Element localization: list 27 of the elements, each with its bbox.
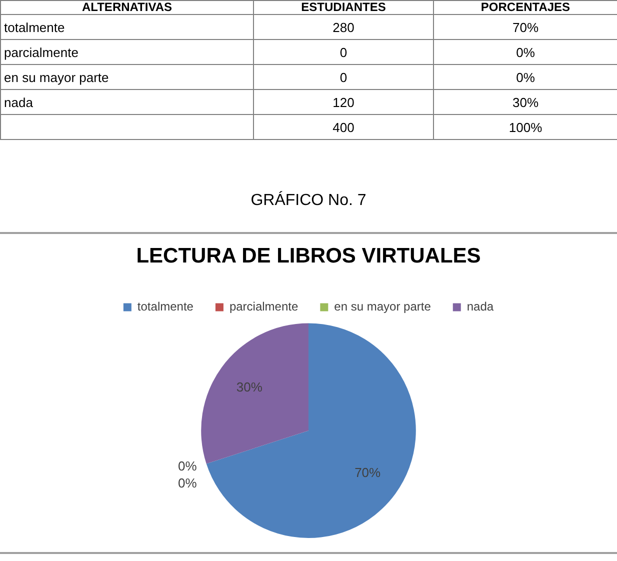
category-label: totalmente [4,20,65,34]
text: ALTERNATIVAS [0,0,254,14]
category-label: parcialmente [4,44,78,60]
text: 70% [512,20,539,34]
legend-label: parcialmente [229,300,298,314]
legend-label: en su mayor parte [334,300,432,314]
text: 0% [516,70,535,84]
category-label: PORCENTAJES [434,0,617,14]
text: 30% [512,94,539,110]
text: 0% [178,458,197,474]
category-label: nada [4,94,33,110]
legend-label: totalmente [137,300,194,314]
text: 0% [178,475,197,490]
text: 120 [332,94,354,110]
category-label: en su mayor parte [4,70,109,84]
text: 280 [332,20,354,34]
legend-label: nada [466,300,494,314]
text: 0 [340,70,348,84]
chart-title: LECTURA DE LIBROS VIRTUALES [136,244,481,268]
text: GRÁFICO No. 7 [250,192,368,211]
text: 0% [516,44,535,60]
data-label: 70% [354,465,382,480]
data-label: 30% [236,379,263,394]
category-label: ESTUDIANTES [254,0,434,14]
text: 0 [340,44,348,60]
text: 100% [508,120,542,134]
text: 400 [332,120,354,134]
